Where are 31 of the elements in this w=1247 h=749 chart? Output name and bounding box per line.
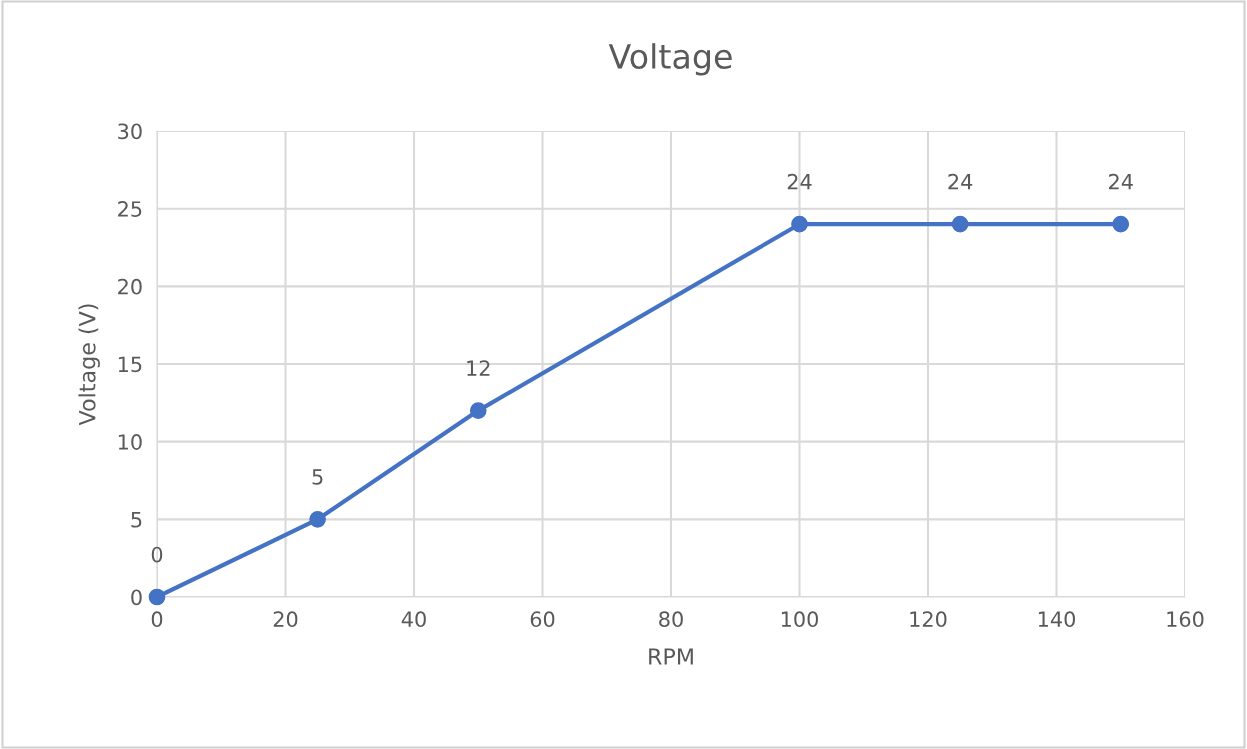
x-axis-title: RPM xyxy=(649,648,693,665)
y-tick-label: 5 xyxy=(131,512,142,528)
y-tick-label: 15 xyxy=(118,356,142,373)
data-label: 24 xyxy=(948,173,973,190)
x-tick-label: 140 xyxy=(1038,611,1075,628)
data-label: 24 xyxy=(787,173,812,190)
point xyxy=(309,510,326,528)
x-tick-label: 0 xyxy=(151,611,163,628)
x-tick-label: 160 xyxy=(1167,611,1204,628)
x-tick-label: 120 xyxy=(910,611,947,628)
data-label: 24 xyxy=(1109,173,1133,190)
y-tick-label: 30 xyxy=(118,123,142,140)
x-tick-label: 60 xyxy=(530,611,555,628)
data-label: 12 xyxy=(467,360,490,376)
x-tick-label: 80 xyxy=(659,611,683,628)
data-label: 5 xyxy=(312,469,323,485)
point xyxy=(469,402,487,419)
x-tick-label: 20 xyxy=(273,611,298,628)
x-tick-label: 100 xyxy=(781,611,818,628)
point xyxy=(951,215,969,233)
y-tick-label: 25 xyxy=(118,201,142,217)
point xyxy=(1112,215,1130,233)
y-tick-label: 0 xyxy=(131,589,142,606)
y-tick-label: 20 xyxy=(118,278,142,295)
y-tick-label: 10 xyxy=(118,434,142,450)
chart-title: Voltage xyxy=(608,43,732,76)
point xyxy=(148,588,166,606)
y-axis-title: Voltage (V) xyxy=(78,304,100,426)
data-label: 0 xyxy=(151,546,163,563)
point xyxy=(791,215,808,233)
x-tick-label: 40 xyxy=(401,611,426,628)
